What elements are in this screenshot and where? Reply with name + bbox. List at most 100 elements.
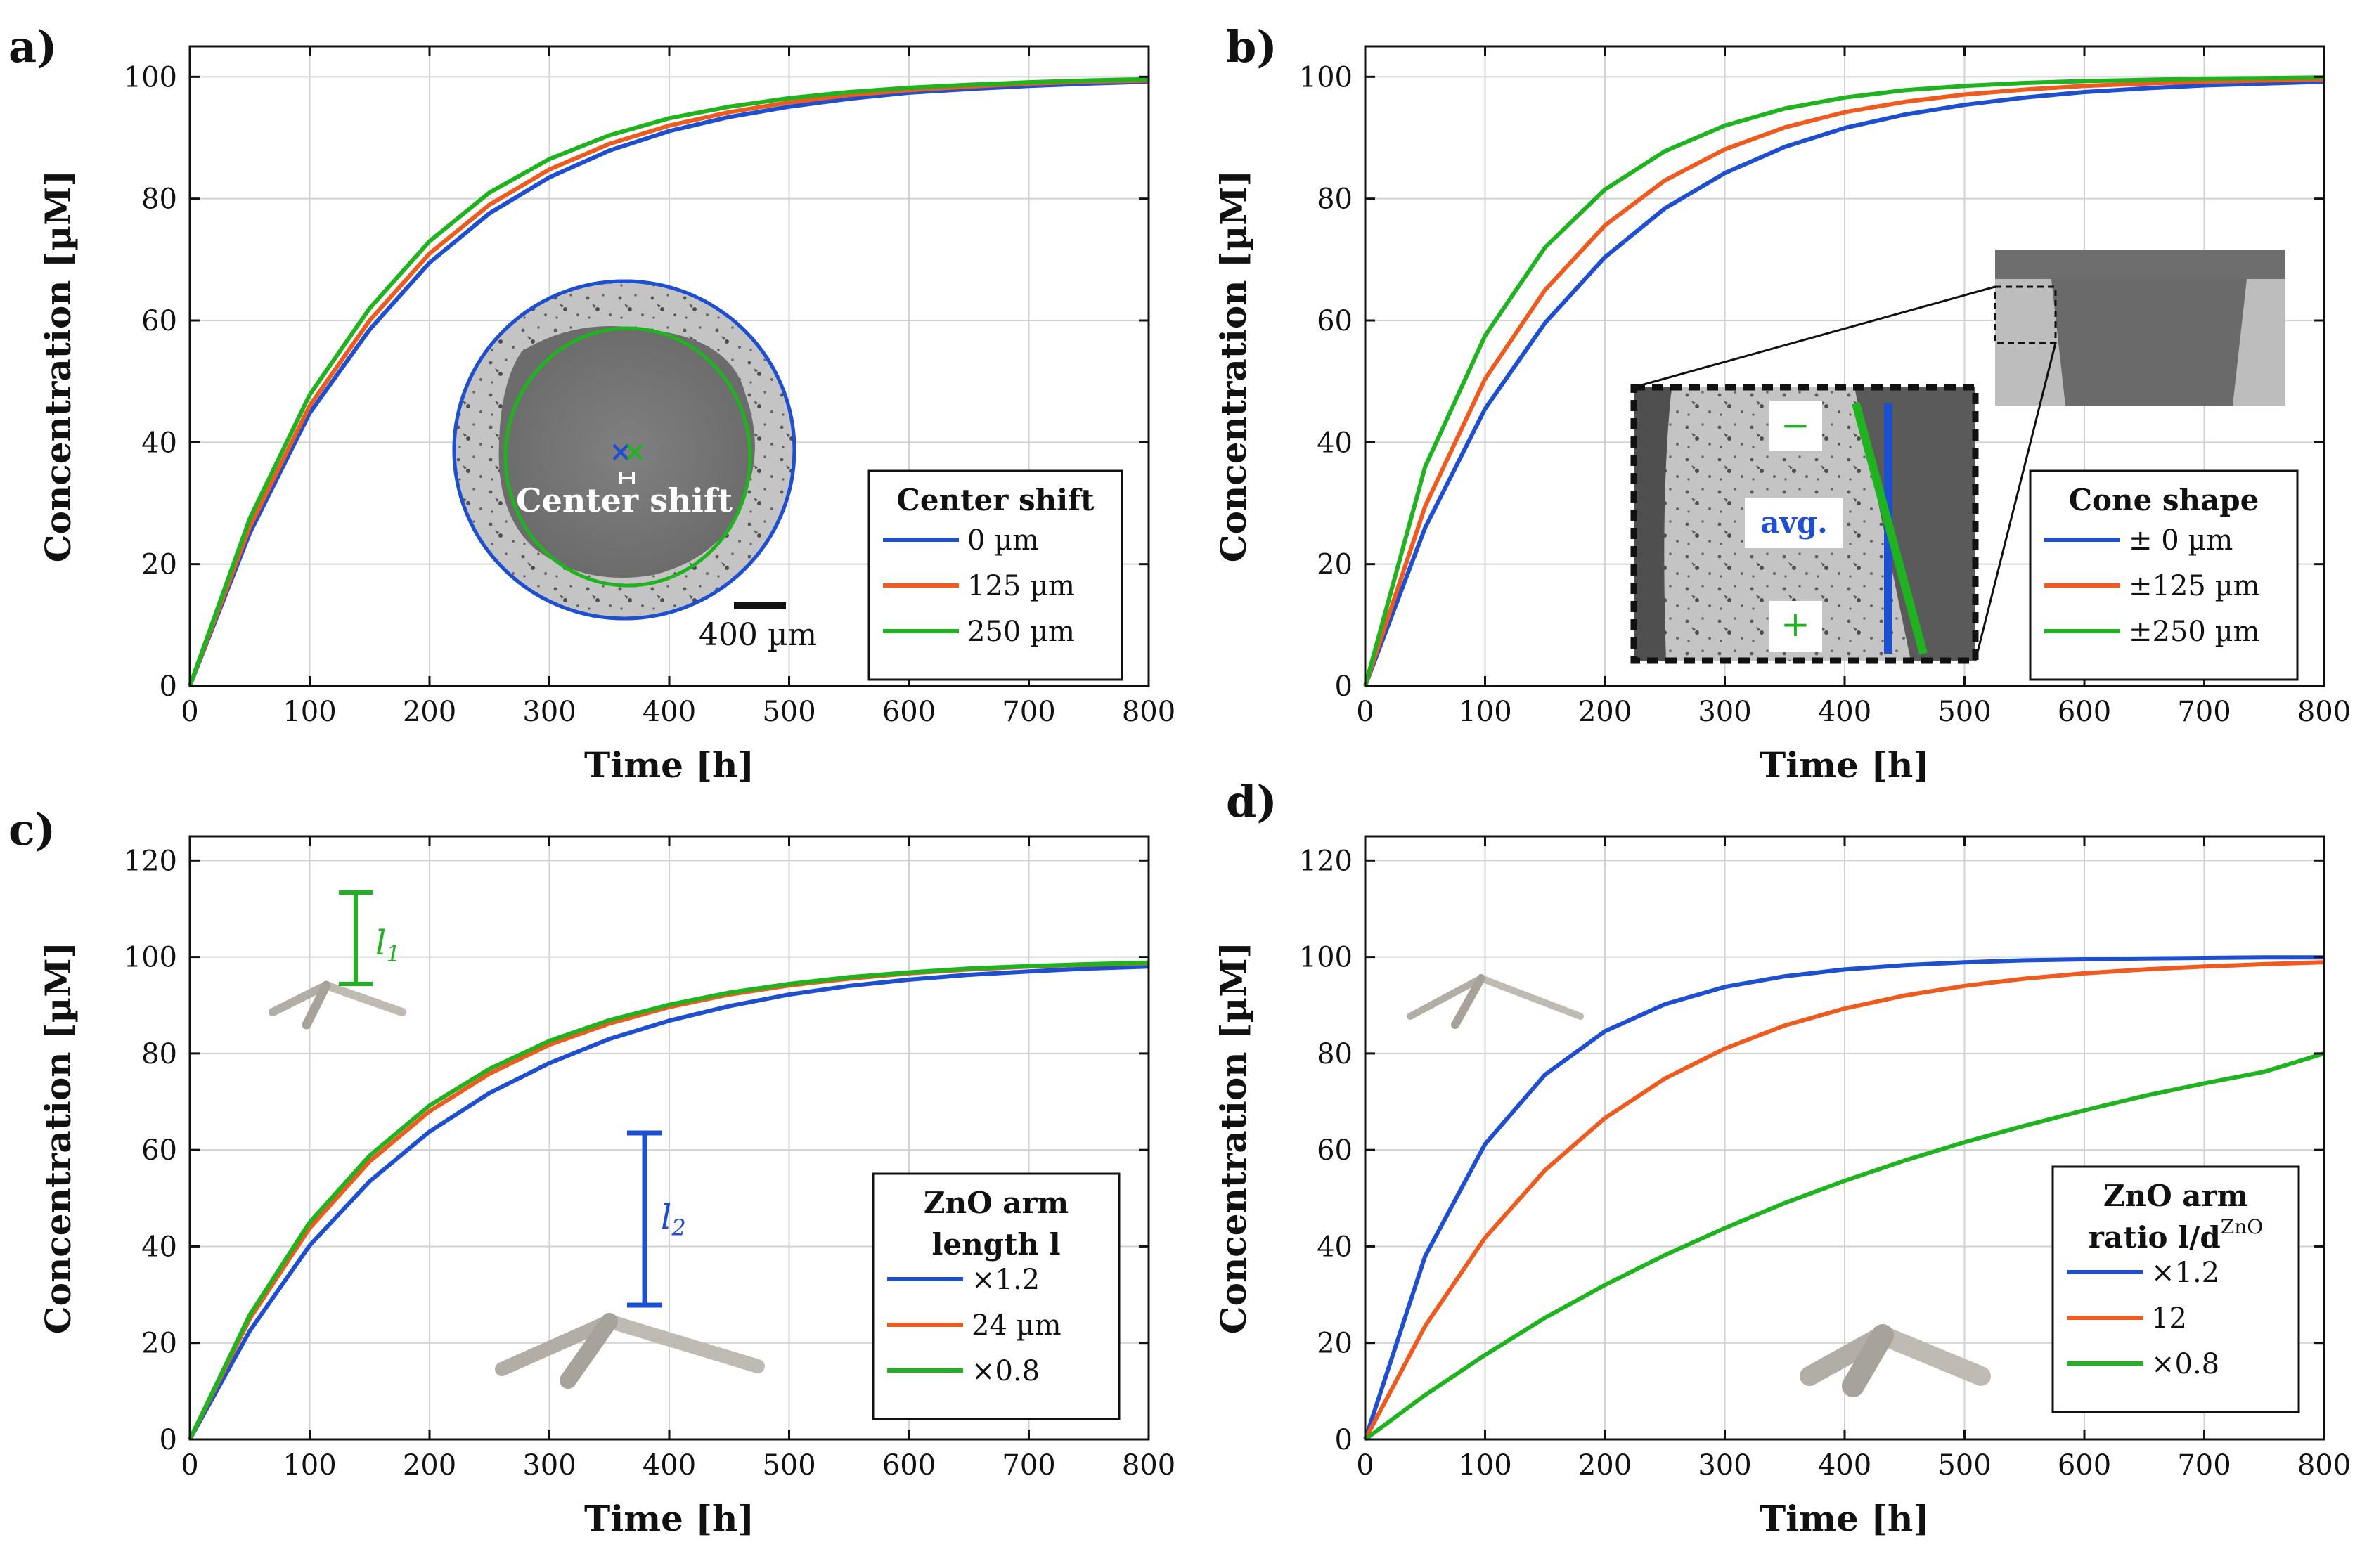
panel-a: a) 0 100 200 300 400 500 600 700 800 0 20 40 60 80 100…: [8, 21, 1175, 786]
zoom-connector-top: [1633, 285, 1996, 389]
legend-entry-label: 125 µm: [967, 570, 1075, 602]
x-tick-label: 500: [762, 696, 815, 728]
panel-label: c): [8, 804, 56, 855]
x-tick-label: 700: [1002, 1449, 1055, 1482]
cone-section-image: [1994, 250, 2285, 406]
x-tick-label: 800: [2297, 696, 2351, 728]
legend: Cone shape ± 0 µm ±125 µm ±250 µm: [2029, 469, 2299, 681]
x-tick-label: 100: [1458, 696, 1511, 728]
legend-entry-label: 12: [2151, 1302, 2187, 1335]
x-tick-label: 600: [882, 696, 936, 728]
plot-area: 0 100 200 300 400 500 600 700 800 0 20 40 60 80 100 120…: [37, 835, 1175, 1539]
y-tick-label: 20: [1317, 1328, 1353, 1360]
y-tick-label: 0: [160, 670, 177, 703]
y-tick-label: 20: [1317, 549, 1353, 581]
x-tick-label: 100: [1458, 1449, 1511, 1482]
series-line-125-m: [1363, 77, 2325, 687]
x-tick-label: 600: [882, 1449, 936, 1482]
y-tick-label: 20: [141, 549, 177, 581]
legend-entry-label: 0 µm: [967, 524, 1039, 557]
panel-label: d): [1226, 776, 1277, 827]
x-tick-label: 600: [2058, 1449, 2111, 1482]
x-tick-label: 400: [1818, 1449, 1871, 1482]
tetrapod-arm: [560, 1313, 618, 1389]
x-tick-label: 0: [181, 1449, 198, 1482]
legend-entry-label: ×0.8: [972, 1355, 1040, 1387]
legend-box: [2029, 469, 2299, 681]
x-tick-label: 200: [1578, 1449, 1632, 1482]
tetrapod-arm: [322, 981, 406, 1016]
legend-box: [872, 1172, 1121, 1420]
y-axis-title: Concentration [µM]: [37, 942, 79, 1334]
tetrapod-arm: [1873, 1326, 1991, 1386]
y-tick-label: 120: [1299, 845, 1353, 877]
cone-body: [2051, 279, 2247, 406]
y-tick-label: 0: [1335, 670, 1353, 703]
y-tick-label: 40: [141, 1231, 177, 1263]
y-tick-label: 80: [1317, 183, 1353, 216]
tetrapod-arm: [269, 981, 330, 1016]
y-tick-label: 100: [124, 61, 177, 93]
x-tick-label: 400: [1818, 696, 1871, 728]
panel-label: a): [8, 21, 58, 72]
x-tick-label: 200: [1578, 696, 1632, 728]
shift-distance-marker: [619, 472, 635, 484]
legend-entry-label: ± 0 µm: [2129, 524, 2233, 557]
legend-title: ZnO arm: [2103, 1179, 2248, 1213]
outer-boundary-outline: [452, 279, 796, 621]
y-axis-title: Concentration [µM]: [37, 170, 79, 562]
x-tick-label: 500: [1937, 696, 1991, 728]
legend-box: [867, 469, 1123, 681]
x-tick-label: 400: [643, 696, 696, 728]
series-line-0-m: [188, 79, 1149, 687]
slender-tetrapod-illustration: [1407, 865, 1584, 1029]
plus-label: +: [1781, 604, 1810, 644]
x-tick-label: 800: [1122, 1449, 1175, 1482]
legend-title-line2: ratio l/dZnO: [2089, 1215, 2263, 1255]
scale-bar-label: 400 µm: [699, 617, 817, 653]
y-tick-label: 40: [1317, 1231, 1353, 1263]
legend: ZnO arm length l×1.2 24 µm ×0.8: [872, 1172, 1121, 1420]
x-tick-label: 0: [1356, 1449, 1374, 1482]
y-tick-label: 40: [141, 427, 177, 459]
legend-title-line2: length l: [931, 1227, 1060, 1262]
y-tick-label: 0: [1335, 1424, 1353, 1456]
y-tick-label: 20: [141, 1328, 177, 1360]
legend-box: [2051, 1165, 2300, 1413]
minus-box: [1769, 401, 1822, 451]
zoom-left-edge: [1634, 387, 1672, 661]
y-tick-label: 120: [124, 845, 177, 877]
l1-dimension-marker: [339, 890, 373, 986]
legend-entry-label: ×1.2: [2151, 1257, 2219, 1289]
series-line-250-m: [1363, 75, 2325, 687]
y-tick-label: 60: [1317, 1134, 1353, 1167]
y-tick-label: 80: [141, 1038, 177, 1070]
y-tick-label: 100: [1299, 942, 1353, 974]
y-tick-label: 0: [160, 1424, 177, 1456]
y-axis-title: Concentration [µM]: [1213, 942, 1254, 1334]
cross-section-inset: × × Center shift 400 µm: [452, 279, 817, 653]
y-tick-label: 80: [1317, 1038, 1353, 1070]
image-top-band: [1995, 250, 2285, 279]
y-tick-label: 60: [141, 1134, 177, 1167]
shifted-center-circle: [503, 326, 752, 588]
legend-entry-label: 24 µm: [972, 1309, 1062, 1342]
series-line-0-m: [1363, 79, 2325, 687]
series-line-1-2: [1363, 955, 2324, 1440]
x-tick-label: 200: [403, 696, 456, 728]
series-line-250-m: [188, 77, 1149, 687]
large-tetrapod-illustration: l2: [495, 1130, 765, 1389]
legend-title: Center shift: [896, 483, 1095, 517]
l2-dimension-marker: [627, 1130, 662, 1308]
y-axis-title: Concentration [µM]: [1213, 170, 1254, 562]
stubby-tetrapod-illustration: [1800, 1213, 1991, 1397]
x-tick-label: 200: [403, 1449, 456, 1482]
minus-label: −: [1781, 405, 1810, 446]
y-tick-label: 80: [141, 183, 177, 216]
panel-d: d) 0 100 200 300 400 500 600 700 800 0 20 40 60 80 100…: [1213, 776, 2351, 1539]
inset-center-shift-label: Center shift: [516, 481, 733, 519]
panel-b: b) 0 100 200 300 400 500 600 700 800 0 20 40 60 80 100…: [1213, 21, 2351, 786]
x-tick-label: 700: [2177, 696, 2231, 728]
